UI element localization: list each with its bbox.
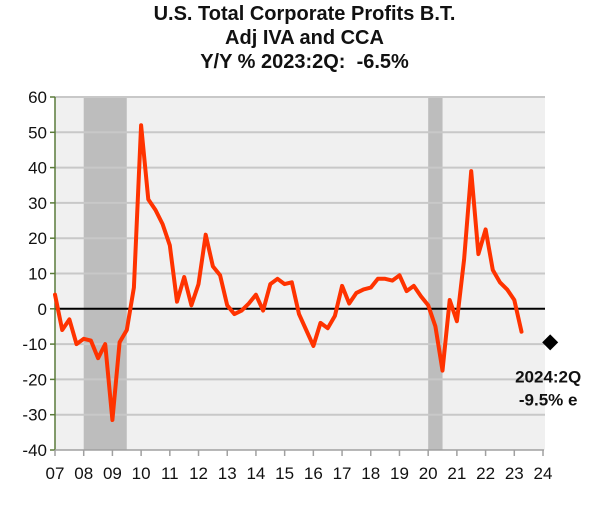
x-tick-label: 07 xyxy=(46,464,65,483)
y-tick-label: 0 xyxy=(38,300,47,319)
y-tick-label: 10 xyxy=(28,265,47,284)
x-tick-label: 11 xyxy=(161,464,179,483)
y-tick-label: -10 xyxy=(22,335,47,354)
y-tick-label: 50 xyxy=(28,123,47,142)
y-tick-label: -20 xyxy=(22,370,47,389)
axes: 60 50 40 30 20 10 0 -10 -20 -30 -40 07 08 09 10 11 12 13 1… xyxy=(22,88,552,483)
x-tick-label: 09 xyxy=(103,464,122,483)
y-tick-label: 40 xyxy=(28,159,47,178)
y-tick-label: -40 xyxy=(22,441,47,460)
series-line-profits xyxy=(53,123,524,422)
forecast-label-line-2: -9.5% e xyxy=(519,390,578,409)
x-tick-label: 08 xyxy=(74,464,93,483)
x-tick-label: 15 xyxy=(275,464,294,483)
x-tick-label: 17 xyxy=(333,464,352,483)
x-tick-label: 20 xyxy=(419,464,438,483)
x-tick-label: 24 xyxy=(534,464,553,483)
x-tick-label: 10 xyxy=(132,464,151,483)
forecast-diamond-marker xyxy=(542,334,559,351)
x-tick-label: 12 xyxy=(189,464,208,483)
series-layer xyxy=(53,123,524,422)
x-tick-label: 19 xyxy=(390,464,409,483)
chart-title: U.S. Total Corporate Profits B.T. Adj IV… xyxy=(0,2,609,74)
y-tick-label: -30 xyxy=(22,406,47,425)
y-tick-label: 20 xyxy=(28,229,47,248)
chart-title-line-1: U.S. Total Corporate Profits B.T. xyxy=(153,3,456,25)
chart-title-line-2: Adj IVA and CCA xyxy=(225,27,384,49)
x-tick-label: 18 xyxy=(361,464,380,483)
x-tick-label: 23 xyxy=(505,464,524,483)
x-tick-label: 14 xyxy=(246,464,265,483)
y-tick-label: 60 xyxy=(28,88,47,107)
annotations: 2024:2Q -9.5% e xyxy=(515,334,581,409)
x-tick-label: 16 xyxy=(304,464,323,483)
x-tick-label: 22 xyxy=(476,464,495,483)
x-tick-label: 21 xyxy=(447,464,466,483)
chart-title-line-3: Y/Y % 2023:2Q: -6.5% xyxy=(200,51,409,73)
forecast-label-line-1: 2024:2Q xyxy=(515,367,581,386)
x-tick-label: 13 xyxy=(218,464,237,483)
y-tick-label: 30 xyxy=(28,194,47,213)
